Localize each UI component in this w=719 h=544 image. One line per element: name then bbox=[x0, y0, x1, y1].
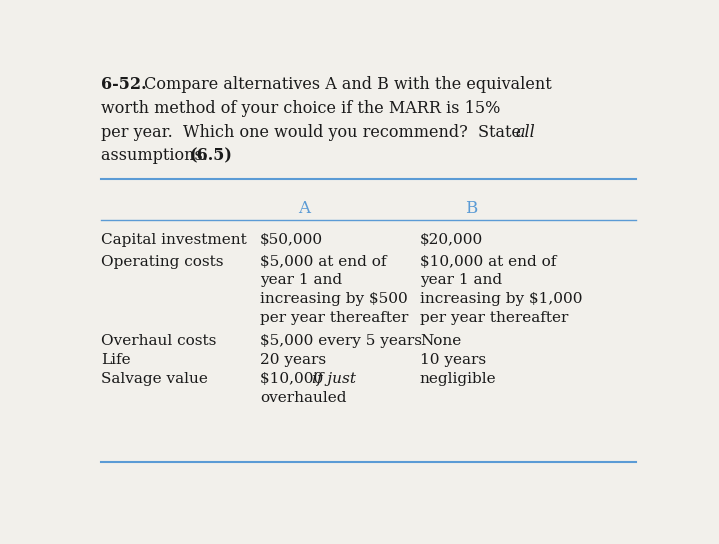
Text: per year thereafter: per year thereafter bbox=[260, 311, 408, 325]
Text: Operating costs: Operating costs bbox=[101, 255, 224, 269]
Text: $5,000 every 5 years: $5,000 every 5 years bbox=[260, 334, 422, 348]
Text: per year.  Which one would you recommend?  State: per year. Which one would you recommend?… bbox=[101, 123, 526, 140]
Text: $10,000 at end of: $10,000 at end of bbox=[420, 255, 556, 269]
Text: overhauled: overhauled bbox=[260, 391, 347, 405]
Text: worth method of your choice if the MARR is 15%: worth method of your choice if the MARR … bbox=[101, 100, 500, 116]
Text: B: B bbox=[465, 200, 477, 217]
Text: Overhaul costs: Overhaul costs bbox=[101, 334, 216, 348]
Text: (6.5): (6.5) bbox=[189, 147, 232, 164]
Text: 20 years: 20 years bbox=[260, 353, 326, 367]
Text: A: A bbox=[298, 200, 311, 217]
Text: all: all bbox=[515, 123, 535, 140]
Text: increasing by $1,000: increasing by $1,000 bbox=[420, 292, 582, 306]
Text: 10 years: 10 years bbox=[420, 353, 486, 367]
Text: $20,000: $20,000 bbox=[420, 233, 483, 247]
Text: if just: if just bbox=[312, 372, 356, 386]
Text: Compare alternatives A and B with the equivalent: Compare alternatives A and B with the eq… bbox=[139, 76, 551, 92]
Text: Salvage value: Salvage value bbox=[101, 372, 208, 386]
Text: year 1 and: year 1 and bbox=[260, 274, 342, 287]
Text: assumptions.: assumptions. bbox=[101, 147, 218, 164]
Text: $50,000: $50,000 bbox=[260, 233, 323, 247]
Text: Life: Life bbox=[101, 353, 131, 367]
Text: 6-52.: 6-52. bbox=[101, 76, 147, 92]
Text: $5,000 at end of: $5,000 at end of bbox=[260, 255, 386, 269]
Text: $10,000: $10,000 bbox=[260, 372, 328, 386]
Text: per year thereafter: per year thereafter bbox=[420, 311, 568, 325]
Text: year 1 and: year 1 and bbox=[420, 274, 502, 287]
Text: negligible: negligible bbox=[420, 372, 496, 386]
Text: None: None bbox=[420, 334, 461, 348]
Text: Capital investment: Capital investment bbox=[101, 233, 247, 247]
Text: increasing by $500: increasing by $500 bbox=[260, 292, 408, 306]
